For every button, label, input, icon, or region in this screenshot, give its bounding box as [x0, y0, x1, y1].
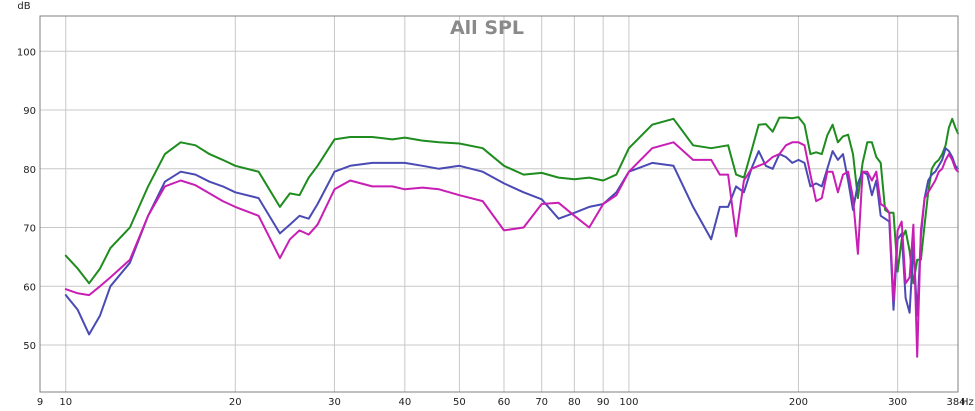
series-line-1 — [64, 116, 959, 285]
x-tick-label: 300 — [888, 397, 907, 408]
y-tick-label: 60 — [23, 282, 36, 293]
series-line-2 — [64, 147, 959, 336]
y-tick-label: 50 — [23, 341, 36, 352]
plot-frame — [39, 15, 959, 393]
x-tick-label: 100 — [619, 397, 638, 408]
series-line-3 — [64, 141, 959, 358]
y-tick-label: 90 — [23, 106, 36, 117]
x-tick-label: 10 — [59, 397, 72, 408]
x-tick-label: 20 — [229, 397, 242, 408]
grid — [39, 16, 958, 392]
x-tick-label: 384 — [946, 397, 965, 408]
x-tick-label: 70 — [535, 397, 548, 408]
x-tick-label: 30 — [328, 397, 341, 408]
y-axis-unit: dB — [17, 1, 30, 12]
axis-labels: 50 60 70 80 90 100 9 10 20 30 40 50 60 70 80 90 100 200 30… — [17, 47, 966, 408]
x-axis-unit: Hz — [961, 397, 974, 408]
x-tick-label: 40 — [398, 397, 411, 408]
x-tick-label: 9 — [37, 397, 43, 408]
y-tick-label: 70 — [23, 224, 36, 235]
y-tick-label: 100 — [17, 47, 36, 58]
plot-border — [39, 15, 959, 393]
x-tick-label: 90 — [597, 397, 610, 408]
x-tick-label: 80 — [568, 397, 581, 408]
x-tick-label: 50 — [453, 397, 466, 408]
x-tick-label: 60 — [498, 397, 511, 408]
chart-title: All SPL — [450, 17, 524, 39]
series-lines — [64, 116, 959, 358]
x-tick-label: 200 — [789, 397, 808, 408]
y-tick-label: 80 — [23, 165, 36, 176]
